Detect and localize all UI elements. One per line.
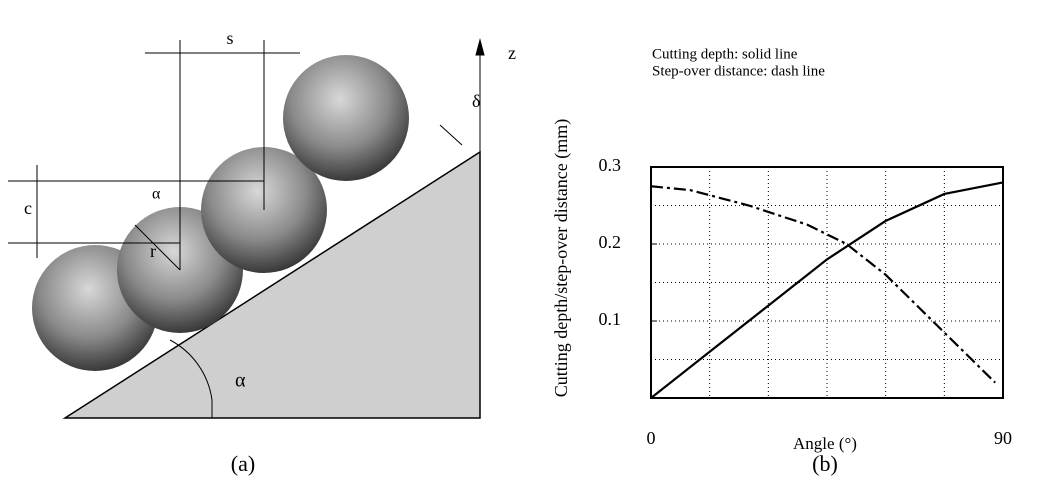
figure: s z δ c α r α (a) Cutting depth: solid l… <box>0 0 1057 485</box>
label-alpha: α <box>235 370 246 392</box>
y-axis-label: Cutting depth/step-over distance (mm) <box>551 119 572 397</box>
label-alpha-small: α <box>152 186 161 203</box>
x-axis-label: Angle (°) <box>793 434 857 453</box>
label-z: z <box>508 43 516 63</box>
label-r: r <box>150 241 156 261</box>
x-tick-label: 90 <box>994 428 1012 448</box>
label-c: c <box>24 198 32 218</box>
y-tick-label: 0.1 <box>599 309 622 329</box>
y-tick-label: 0.3 <box>599 155 622 175</box>
label-s: s <box>226 28 233 48</box>
x-tick-label: 0 <box>647 428 656 448</box>
series-line <box>651 186 995 382</box>
ball <box>283 55 409 181</box>
page: s z δ c α r α (a) Cutting depth: solid l… <box>0 0 1057 485</box>
annotation: Step-over distance: dash line <box>652 63 825 79</box>
caption: (a) <box>231 451 255 476</box>
series-line <box>651 182 1003 398</box>
chart: Cutting depth: solid line Step-over dist… <box>551 46 1012 476</box>
diagram: s z δ c α r α (a) <box>8 28 516 476</box>
y-tick-label: 0.2 <box>599 232 622 252</box>
caption: (b) <box>812 451 838 476</box>
label-delta: δ <box>472 91 480 111</box>
annotation: Cutting depth: solid line <box>652 46 798 62</box>
